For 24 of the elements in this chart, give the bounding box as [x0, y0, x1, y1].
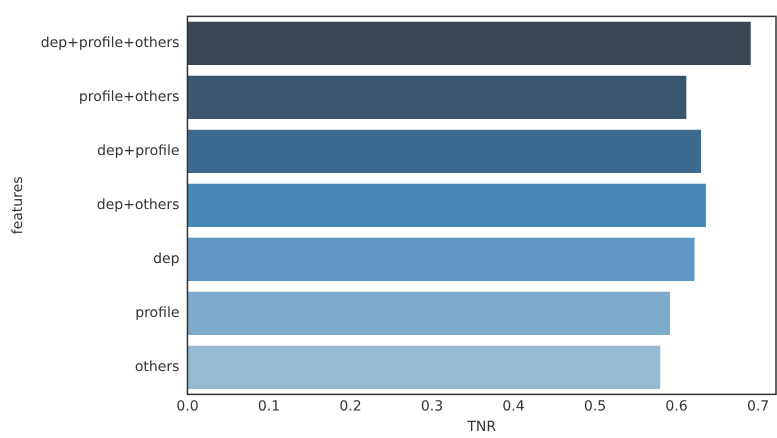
y-tick-label: dep+profile+others: [40, 35, 180, 52]
y-tick-label: dep+others: [96, 197, 180, 214]
y-tick-label: profile: [135, 305, 180, 322]
x-tick-label: 0.5: [584, 398, 606, 414]
x-tick-label: 0.6: [665, 398, 688, 414]
x-axis-title: TNR: [466, 419, 496, 436]
y-tick-label: profile+others: [78, 89, 180, 106]
x-tick-label: 0.3: [420, 398, 444, 414]
bar: [187, 184, 706, 227]
y-tick-label: others: [134, 359, 180, 376]
bar: [187, 346, 660, 389]
x-tick-label: 0.1: [258, 398, 280, 414]
bar: [187, 76, 686, 119]
x-tick-label: 0.2: [339, 398, 362, 414]
bar: [187, 130, 702, 173]
bar: [187, 22, 751, 65]
y-tick-label: dep: [153, 251, 180, 268]
bar: [187, 238, 694, 281]
bar: [187, 292, 670, 335]
y-axis-title: features: [10, 176, 26, 234]
y-tick-label: dep+profile: [97, 143, 180, 160]
x-tick-label: 0.0: [176, 398, 199, 414]
x-tick-label: 0.4: [502, 398, 525, 414]
x-tick-label: 0.7: [746, 398, 770, 414]
